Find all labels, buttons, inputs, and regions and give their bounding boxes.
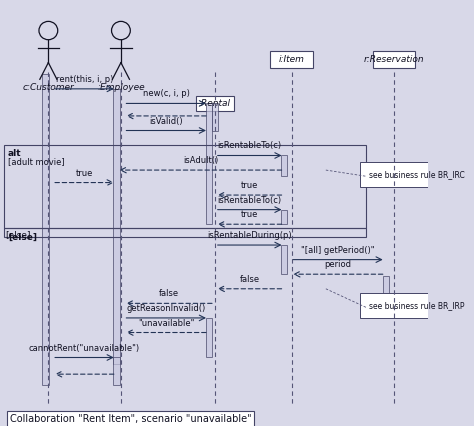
Text: false: false: [239, 275, 260, 284]
FancyBboxPatch shape: [113, 89, 120, 364]
FancyBboxPatch shape: [113, 357, 120, 385]
Text: alt: alt: [8, 149, 21, 158]
Text: :Rental: :Rental: [199, 99, 231, 108]
Text: see business rule BR_IRP: see business rule BR_IRP: [368, 301, 464, 310]
FancyBboxPatch shape: [206, 104, 212, 224]
FancyBboxPatch shape: [206, 318, 212, 357]
FancyBboxPatch shape: [196, 96, 234, 111]
Text: isValid(): isValid(): [149, 116, 183, 126]
Text: i:Item: i:Item: [279, 55, 305, 64]
Text: cannotRent("unavailable"): cannotRent("unavailable"): [29, 343, 140, 352]
Text: period: period: [325, 260, 352, 269]
Text: [else]: [else]: [8, 233, 37, 242]
FancyBboxPatch shape: [270, 52, 313, 68]
FancyBboxPatch shape: [282, 210, 287, 224]
FancyBboxPatch shape: [212, 104, 218, 130]
Text: true: true: [241, 210, 258, 219]
Text: see business rule BR_IRC: see business rule BR_IRC: [368, 170, 464, 179]
Text: [else]: [else]: [6, 230, 31, 239]
Text: getReasonInvalid(): getReasonInvalid(): [127, 304, 206, 313]
Text: true: true: [241, 181, 258, 190]
Text: isRentableTo(c): isRentableTo(c): [218, 196, 282, 204]
FancyBboxPatch shape: [373, 52, 416, 68]
Text: :Employee: :Employee: [97, 83, 145, 92]
FancyBboxPatch shape: [282, 245, 287, 274]
Text: true: true: [76, 169, 93, 178]
Text: Collaboration "Rent Item", scenario "unavailable": Collaboration "Rent Item", scenario "una…: [10, 414, 252, 424]
Text: "unavailable": "unavailable": [138, 319, 194, 328]
Text: isAdult(): isAdult(): [183, 156, 218, 165]
Text: [adult movie]: [adult movie]: [8, 158, 64, 167]
Text: "[all] getPeriod()": "[all] getPeriod()": [301, 246, 375, 255]
FancyBboxPatch shape: [282, 155, 287, 176]
FancyBboxPatch shape: [360, 162, 430, 187]
Text: rent(this, i, p): rent(this, i, p): [56, 75, 113, 84]
FancyBboxPatch shape: [360, 293, 430, 318]
FancyBboxPatch shape: [383, 276, 389, 301]
Text: isRentableDuring(p): isRentableDuring(p): [207, 231, 292, 240]
FancyBboxPatch shape: [42, 74, 49, 385]
Text: r:Reservation: r:Reservation: [364, 55, 424, 64]
Text: c:Customer: c:Customer: [22, 83, 74, 92]
Text: new(c, i, p): new(c, i, p): [143, 89, 190, 98]
Text: false: false: [159, 289, 179, 298]
Text: isRentableTo(c): isRentableTo(c): [218, 141, 282, 150]
